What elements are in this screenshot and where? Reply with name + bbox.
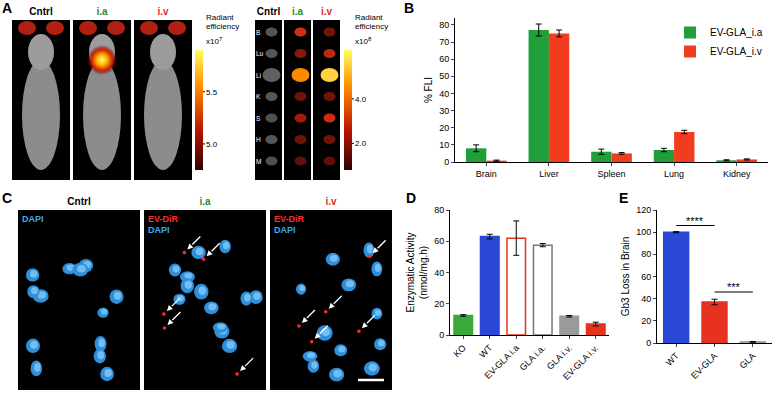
- svg-text:80: 80: [434, 205, 444, 215]
- svg-text:i.v: i.v: [157, 6, 169, 17]
- svg-text:x107: x107: [206, 36, 223, 46]
- svg-text:K: K: [256, 93, 261, 100]
- svg-text:EV-GLA_i.v: EV-GLA_i.v: [710, 46, 762, 57]
- svg-text:EV-GLA i.a: EV-GLA i.a: [483, 343, 521, 381]
- svg-text:KO: KO: [452, 343, 468, 359]
- svg-text:efficiency: efficiency: [355, 22, 388, 31]
- svg-text:0: 0: [646, 338, 651, 348]
- svg-text:80: 80: [439, 20, 449, 30]
- svg-text:2.0: 2.0: [355, 139, 367, 148]
- svg-text:0: 0: [439, 330, 444, 340]
- svg-text:i.a: i.a: [292, 6, 304, 17]
- svg-text:Brain: Brain: [476, 169, 497, 179]
- svg-text:Enzymatic Activity(nmol/mg.h): Enzymatic Activity(nmol/mg.h): [405, 232, 429, 312]
- svg-text:Li: Li: [256, 72, 261, 79]
- svg-text:0: 0: [444, 157, 449, 167]
- svg-text:% FLI: % FLI: [423, 77, 434, 103]
- svg-text:Cntrl: Cntrl: [29, 6, 53, 17]
- svg-text:Radiant: Radiant: [355, 13, 383, 22]
- svg-text:Liver: Liver: [539, 169, 559, 179]
- html-text:B: B: [404, 0, 415, 16]
- svg-text:120: 120: [636, 205, 651, 215]
- html-text:A: A: [2, 0, 13, 16]
- svg-text:40: 40: [434, 268, 444, 278]
- svg-text:40: 40: [641, 294, 651, 304]
- svg-text:EV-DiR: EV-DiR: [274, 214, 305, 224]
- svg-text:WT: WT: [477, 342, 494, 359]
- svg-text:Lung: Lung: [664, 169, 684, 179]
- svg-text:WT: WT: [664, 350, 681, 367]
- svg-text:i.v: i.v: [321, 6, 333, 17]
- svg-text:Kidney: Kidney: [723, 169, 751, 179]
- svg-text:x108: x108: [355, 36, 372, 46]
- svg-text:EV-GLA i.v.: EV-GLA i.v.: [561, 343, 600, 382]
- svg-text:5.5: 5.5: [206, 88, 218, 97]
- svg-text:30: 30: [439, 106, 449, 116]
- svg-text:DAPI: DAPI: [274, 225, 296, 235]
- svg-text:GLA i.v.: GLA i.v.: [545, 343, 574, 372]
- svg-text:H: H: [256, 136, 261, 143]
- svg-text:60: 60: [641, 272, 651, 282]
- html-text:E: E: [619, 190, 629, 206]
- svg-text:DAPI: DAPI: [148, 225, 170, 235]
- svg-text:****: ****: [686, 215, 704, 227]
- svg-text:Lu: Lu: [256, 50, 264, 57]
- svg-text:EV-GLA_i.a: EV-GLA_i.a: [710, 27, 763, 38]
- svg-text:i.a: i.a: [96, 6, 108, 17]
- svg-text:DAPI: DAPI: [22, 214, 44, 224]
- html-text:C: C: [2, 190, 13, 206]
- svg-text:i.a: i.a: [199, 196, 211, 207]
- svg-text:60: 60: [434, 236, 444, 246]
- svg-text:B: B: [256, 29, 260, 36]
- svg-text:5.0: 5.0: [206, 140, 218, 149]
- svg-text:S: S: [256, 115, 261, 122]
- svg-text:20: 20: [434, 299, 444, 309]
- svg-text:efficiency: efficiency: [206, 22, 239, 31]
- svg-text:100: 100: [636, 227, 651, 237]
- svg-text:Cntrl: Cntrl: [257, 6, 281, 17]
- html-text:D: D: [406, 190, 417, 206]
- svg-text:20: 20: [439, 123, 449, 133]
- svg-text:Cntrl: Cntrl: [67, 196, 91, 207]
- svg-text:EV-DiR: EV-DiR: [148, 214, 179, 224]
- svg-text:EV-GLA: EV-GLA: [689, 351, 719, 381]
- svg-text:M: M: [256, 158, 261, 165]
- svg-text:80: 80: [641, 249, 651, 259]
- svg-text:GLA i.a.: GLA i.a.: [518, 343, 548, 373]
- svg-text:Gb3 Loss in Brain: Gb3 Loss in Brain: [620, 237, 631, 317]
- svg-text:50: 50: [439, 71, 449, 81]
- svg-text:GLA: GLA: [738, 351, 758, 371]
- svg-text:10: 10: [439, 140, 449, 150]
- svg-text:40: 40: [439, 89, 449, 99]
- svg-text:70: 70: [439, 37, 449, 47]
- svg-text:20: 20: [641, 316, 651, 326]
- svg-text:i.v: i.v: [325, 196, 337, 207]
- svg-text:Radiant: Radiant: [206, 13, 234, 22]
- svg-text:4.0: 4.0: [355, 95, 367, 104]
- svg-text:***: ***: [727, 281, 741, 293]
- svg-text:60: 60: [439, 54, 449, 64]
- svg-text:Spleen: Spleen: [597, 169, 625, 179]
